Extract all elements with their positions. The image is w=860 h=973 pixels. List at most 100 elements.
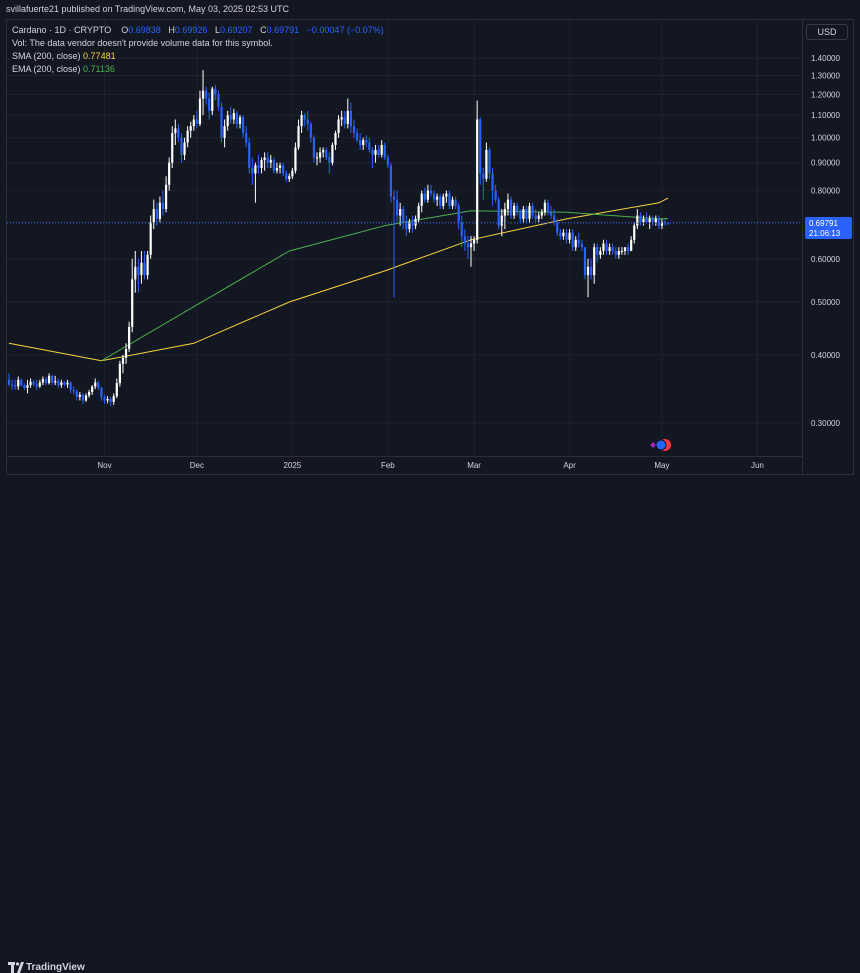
candle-body	[51, 375, 54, 383]
candle-up	[38, 379, 41, 388]
candle-down	[272, 157, 275, 174]
candle-body	[466, 243, 470, 248]
candle-up	[146, 250, 149, 280]
candle-body	[642, 218, 645, 223]
candle-body	[599, 250, 602, 255]
candle-down	[556, 218, 559, 237]
candle-up	[66, 379, 69, 388]
candle-body	[593, 247, 596, 276]
candle-body	[352, 126, 356, 134]
candle-body	[297, 126, 300, 148]
candle-body	[20, 379, 23, 386]
ema-row[interactable]: EMA (200, close) 0.71136	[12, 63, 384, 76]
candle-body	[448, 193, 451, 206]
candle-body	[309, 123, 312, 138]
candle-body	[633, 225, 636, 240]
candle-body	[531, 205, 534, 216]
candle-up	[506, 193, 510, 216]
candle-up	[374, 144, 377, 163]
candle-down	[516, 202, 519, 216]
candle-body	[171, 133, 174, 163]
candle-body	[334, 133, 337, 145]
candle-body	[667, 222, 670, 224]
candle-up	[91, 385, 94, 395]
candle-body	[528, 205, 531, 219]
event-us-flag-icon	[655, 439, 667, 451]
currency-button[interactable]: USD	[806, 24, 848, 40]
candle-body	[180, 137, 183, 155]
candle-up	[417, 202, 420, 223]
candle-body	[402, 209, 405, 223]
candle-up	[318, 147, 322, 163]
candle-body	[131, 279, 134, 327]
candle-body	[395, 199, 399, 216]
candle-body	[549, 212, 553, 216]
candle-down	[491, 168, 494, 206]
candle-up	[436, 193, 439, 206]
brand-name: TradingView	[26, 962, 85, 973]
candle-body	[315, 157, 319, 159]
candle-up	[128, 321, 131, 352]
candle-body	[457, 205, 460, 223]
candle-up	[174, 119, 177, 145]
candle-down	[241, 115, 245, 138]
candle-body	[109, 398, 112, 402]
candle-down	[377, 144, 380, 158]
candle-up	[211, 86, 214, 116]
candle-body	[325, 149, 328, 158]
candle-down	[463, 229, 466, 251]
candle-body	[232, 112, 235, 120]
candle-up	[568, 229, 571, 244]
open-label: O	[121, 25, 129, 35]
sma-value: 0.77481	[83, 51, 116, 61]
candle-up	[152, 199, 155, 230]
price-chart[interactable]	[7, 20, 802, 474]
candle-down	[519, 209, 522, 223]
candle-down	[448, 190, 451, 210]
candle-body	[115, 383, 118, 397]
candle-body	[66, 382, 69, 385]
candle-body	[134, 266, 137, 280]
price-axis[interactable]: 1.40000 1.30000 1.20000 1.10000 1.00000 0.900…	[802, 20, 854, 474]
candle-body	[500, 215, 503, 226]
candle-body	[602, 243, 605, 251]
candle-body	[479, 119, 482, 174]
candle-body	[469, 243, 473, 248]
candle-body	[562, 232, 565, 237]
candle-body	[205, 90, 208, 99]
candle-body	[392, 196, 396, 200]
candle-up	[54, 375, 57, 386]
price-tick-label: 0.40000	[811, 351, 840, 360]
candle-up	[124, 343, 128, 364]
candle-down	[343, 110, 346, 129]
candle-down	[553, 209, 556, 226]
price-tick-label: 0.30000	[811, 419, 840, 428]
candle-up	[445, 190, 448, 203]
candle-down	[81, 393, 85, 405]
candle-down	[257, 154, 260, 174]
symbol-label[interactable]: Cardano · 1D · CRYPTO	[12, 25, 112, 35]
candle-body	[648, 218, 651, 223]
price-tick-label: 0.90000	[811, 159, 840, 168]
candle-down	[217, 90, 220, 111]
candle-up	[476, 100, 479, 244]
candle-body	[389, 165, 393, 197]
time-tick-label: Dec	[190, 461, 204, 470]
candle-body	[121, 357, 125, 364]
candle-down	[100, 386, 103, 401]
candle-down	[69, 381, 72, 394]
candle-body	[60, 382, 63, 386]
candle-up	[41, 376, 44, 386]
candle-up	[522, 205, 525, 223]
candle-up	[158, 196, 162, 223]
high-label: H	[168, 25, 175, 35]
candle-body	[214, 88, 217, 95]
sma-row[interactable]: SMA (200, close) 0.77481	[12, 50, 384, 63]
candle-down	[577, 232, 580, 248]
time-axis[interactable]: Nov Dec 2025 Feb Mar Apr May Jun	[7, 457, 802, 475]
price-tick-label: 0.60000	[811, 255, 840, 264]
time-tick-label: Nov	[97, 461, 111, 470]
candle-up	[226, 110, 229, 131]
open-value: 0.69838	[128, 25, 161, 35]
low-value: 0.69207	[219, 25, 253, 35]
